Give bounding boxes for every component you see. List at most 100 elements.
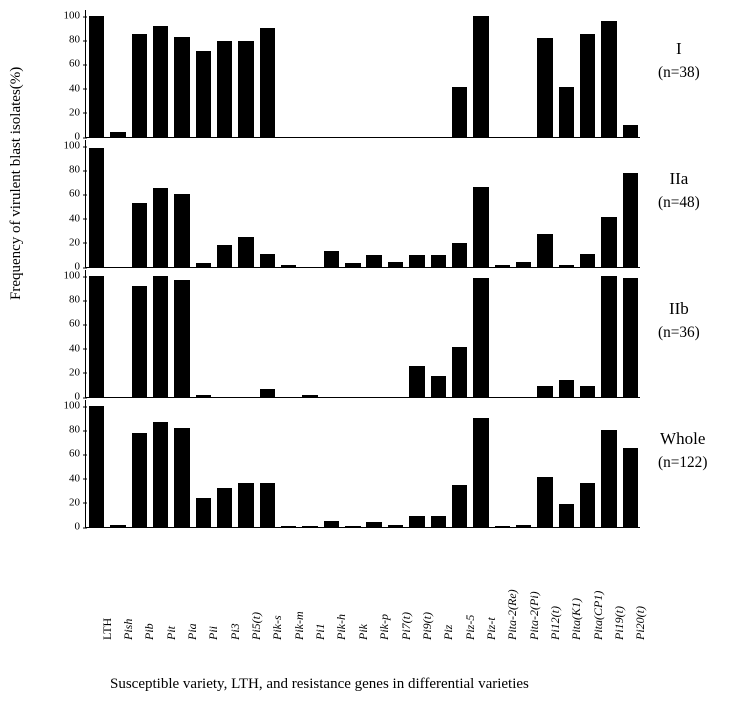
bar [516, 525, 531, 527]
y-tick: 100 [64, 141, 87, 152]
panel-I: 020406080100I(n=38) [55, 10, 640, 138]
bar [537, 38, 552, 137]
bar [623, 125, 638, 137]
panel-label: I(n=38) [658, 38, 700, 84]
x-axis-category-label: Pi7(t) [399, 612, 414, 640]
bar [238, 41, 253, 137]
x-axis-category-label: Pi1 [313, 623, 328, 640]
bar [559, 380, 574, 397]
y-tick: 80 [69, 295, 86, 306]
panel-label: IIa(n=48) [658, 168, 700, 214]
x-axis-category-label: Pib [142, 623, 157, 640]
bar [89, 276, 104, 397]
bar [452, 243, 467, 267]
bar [495, 265, 510, 267]
bar [174, 280, 189, 397]
bar [409, 516, 424, 527]
bar [153, 188, 168, 267]
y-tick: 20 [69, 107, 86, 118]
y-tick: 20 [69, 237, 86, 248]
bar [473, 187, 488, 267]
bar [601, 276, 616, 397]
x-axis-category-label: Pita(K1) [569, 598, 584, 640]
y-axis-label: Frequency of virulent blast isolates(%) [8, 67, 25, 300]
bar [324, 251, 339, 267]
bar [345, 263, 360, 267]
y-tick: 40 [69, 213, 86, 224]
bar [431, 376, 446, 397]
x-axis-category-label: Pi9(t) [420, 612, 435, 640]
x-axis-category-label: Pita-2(Pi) [527, 591, 542, 640]
x-axis-category-label: Pi5(t) [249, 612, 264, 640]
bars [86, 140, 640, 267]
x-axis-category-label: Pi19(t) [612, 606, 627, 640]
bar [132, 34, 147, 137]
x-axis-category-label: Pia [185, 623, 200, 640]
x-axis-labels-container: LTHPishPibPitPiaPiiPi3Pi5(t)Pik-sPik-mPi… [85, 540, 640, 645]
bar [516, 262, 531, 267]
y-tick: 100 [64, 271, 87, 282]
bar [559, 504, 574, 527]
bar [302, 395, 317, 397]
bar [110, 525, 125, 527]
bar [132, 286, 147, 397]
bar [260, 389, 275, 397]
x-axis-category-label: Piz-t [484, 617, 499, 640]
plot-area: 020406080100 [85, 400, 640, 528]
x-axis-category-label: Pik-p [377, 614, 392, 640]
bar [132, 433, 147, 527]
y-tick: 80 [69, 425, 86, 436]
bar [580, 34, 595, 137]
y-tick: 40 [69, 343, 86, 354]
bar [196, 395, 211, 397]
bar [217, 41, 232, 137]
bar [366, 255, 381, 267]
bar [537, 234, 552, 267]
y-tick: 60 [69, 449, 86, 460]
bar [153, 422, 168, 527]
bar [260, 254, 275, 267]
bar [452, 347, 467, 397]
panel-IIb: 020406080100IIb(n=36) [55, 270, 640, 398]
y-tick: 20 [69, 367, 86, 378]
bar [409, 366, 424, 397]
x-axis-category-label: Pii [206, 626, 221, 640]
bar [153, 276, 168, 397]
x-axis-category-label: Pik-s [270, 615, 285, 640]
bar [559, 87, 574, 137]
panel-label: IIb(n=36) [658, 298, 700, 344]
y-tick: 100 [64, 401, 87, 412]
y-tick: 40 [69, 83, 86, 94]
y-tick: 0 [75, 522, 87, 533]
bar [409, 255, 424, 267]
panel-IIa: 020406080100IIa(n=48) [55, 140, 640, 268]
bar [623, 278, 638, 397]
bar [302, 526, 317, 527]
bar [580, 386, 595, 397]
y-tick: 80 [69, 165, 86, 176]
bars [86, 10, 640, 137]
bar [281, 526, 296, 527]
bar [601, 21, 616, 137]
x-axis-category-label: Pi3 [228, 623, 243, 640]
bar [281, 265, 296, 267]
x-axis-category-label: Pik-h [334, 614, 349, 640]
x-axis-category-label: Pita-2(Re) [505, 589, 520, 640]
y-tick: 80 [69, 35, 86, 46]
x-axis-category-label: Pi12(t) [548, 606, 563, 640]
plot-area: 020406080100 [85, 140, 640, 268]
bar [495, 526, 510, 527]
bar [110, 132, 125, 137]
bar [623, 448, 638, 527]
bar [174, 37, 189, 137]
x-axis-caption: Susceptible variety, LTH, and resistance… [110, 676, 529, 693]
bar [153, 26, 168, 137]
x-axis-category-label: LTH [100, 618, 115, 640]
y-tick: 60 [69, 189, 86, 200]
bar [238, 237, 253, 267]
bar [217, 245, 232, 267]
x-axis-category-label: Pit [164, 626, 179, 640]
bar [217, 488, 232, 527]
bar [473, 16, 488, 137]
bar [473, 418, 488, 527]
